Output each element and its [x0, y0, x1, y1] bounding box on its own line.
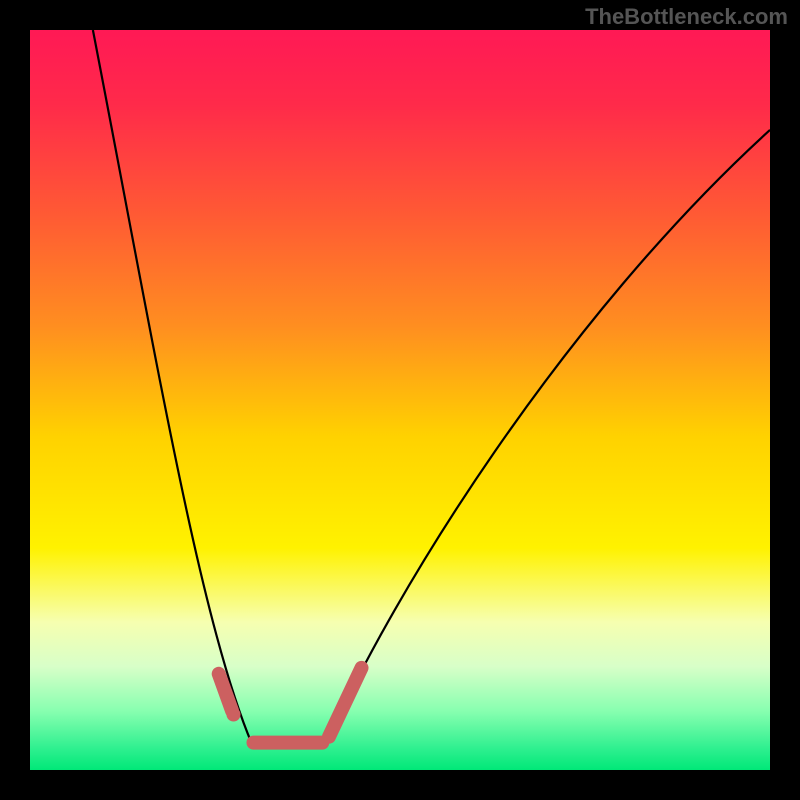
chart-svg	[30, 30, 770, 770]
chart-plot-area	[30, 30, 770, 770]
gradient-background	[30, 30, 770, 770]
watermark: TheBottleneck.com	[585, 4, 788, 30]
